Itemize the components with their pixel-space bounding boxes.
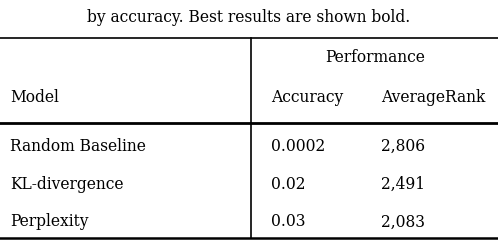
Text: 2,806: 2,806	[381, 138, 425, 155]
Text: Perplexity: Perplexity	[10, 214, 89, 231]
Text: by accuracy. Best results are shown bold.: by accuracy. Best results are shown bold…	[87, 9, 411, 26]
Text: 0.03: 0.03	[271, 214, 306, 231]
Text: Performance: Performance	[325, 49, 425, 66]
Text: Random Baseline: Random Baseline	[10, 138, 146, 155]
Text: Accuracy: Accuracy	[271, 89, 344, 106]
Text: AverageRank: AverageRank	[381, 89, 486, 106]
Text: Model: Model	[10, 89, 59, 106]
Text: 0.0002: 0.0002	[271, 138, 326, 155]
Text: KL-divergence: KL-divergence	[10, 176, 124, 193]
Text: 0.02: 0.02	[271, 176, 306, 193]
Text: 2,491: 2,491	[381, 176, 425, 193]
Text: 2,083: 2,083	[381, 214, 425, 231]
